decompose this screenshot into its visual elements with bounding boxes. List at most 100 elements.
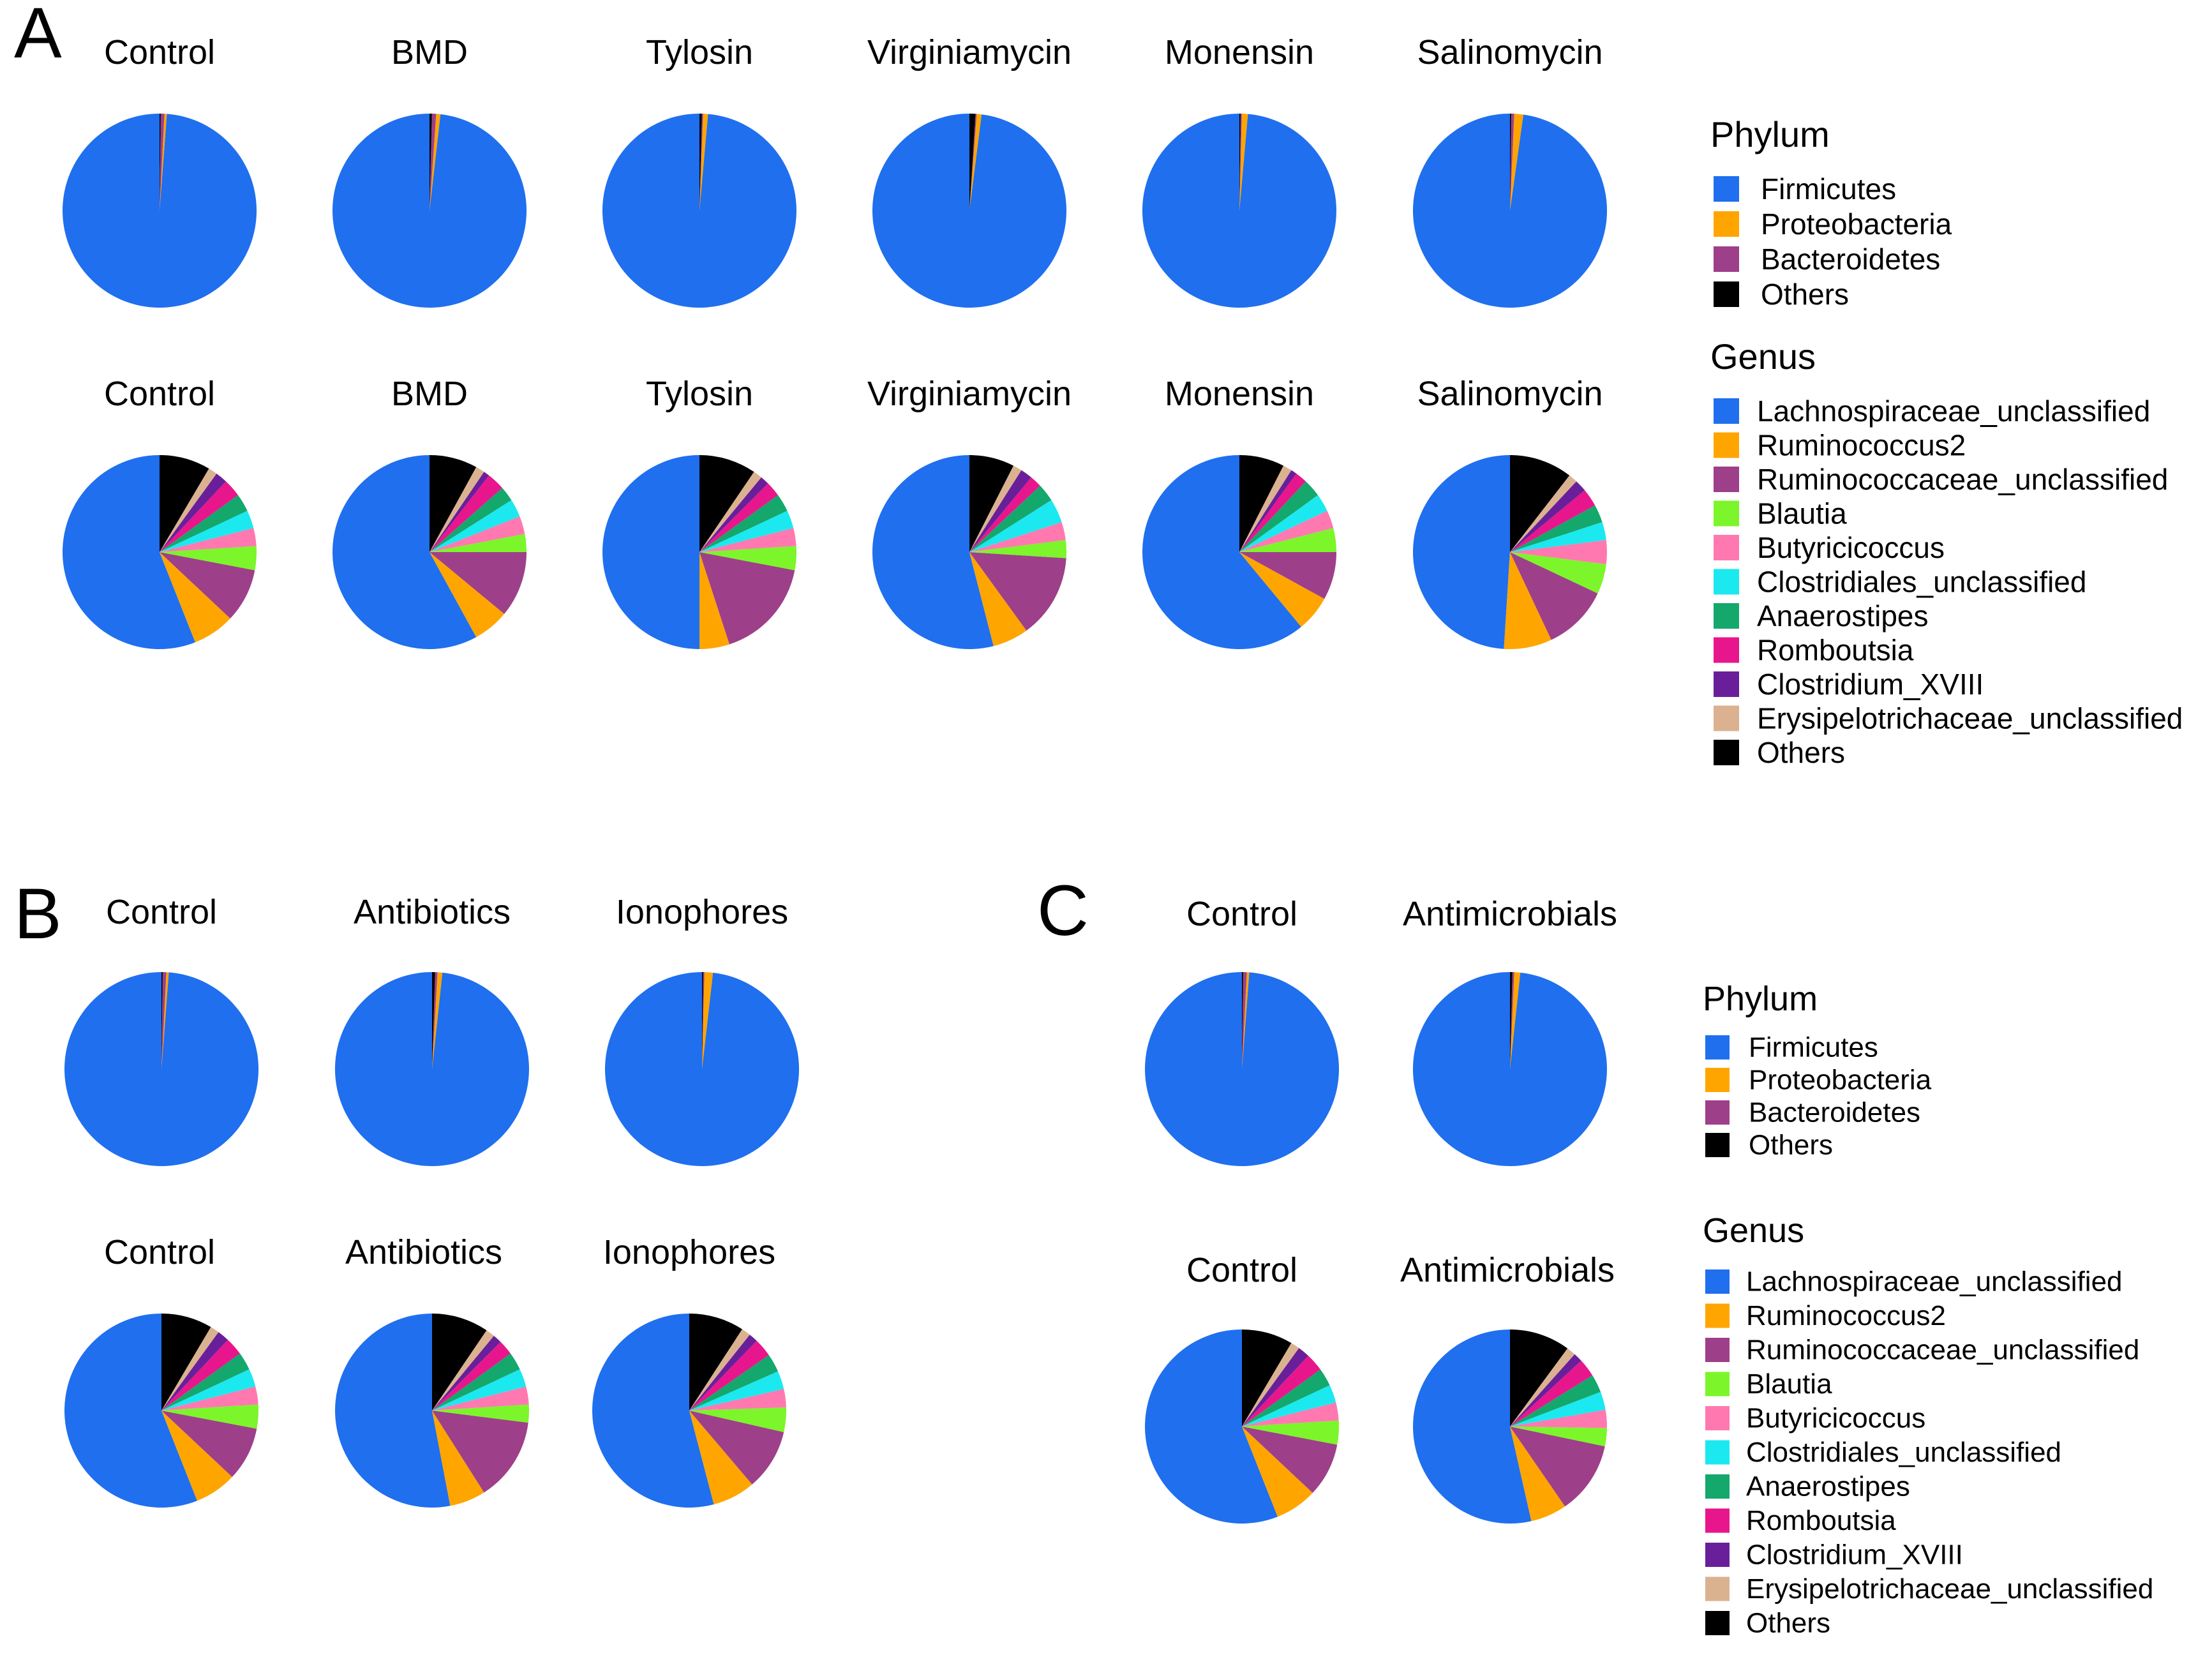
pie-slice-ruminococcus2	[689, 1411, 752, 1505]
pie-title: Antimicrobials	[1403, 895, 1617, 933]
pie-slice-firmicutes	[1142, 114, 1336, 308]
pie-slice-ruminococcaceae-unclassified	[1510, 1427, 1605, 1507]
legend-a-phylum-key-proteobacteria	[1714, 211, 1739, 237]
legend-c-phylum-key-proteobacteria	[1705, 1068, 1730, 1092]
pie-slice-others	[1510, 113, 1511, 211]
pie-slice-clostridium-xviii	[699, 477, 768, 552]
pie-c-genus-control: Control	[1145, 1251, 1340, 1524]
legend-c-genus-key-lachnospiraceae-unclassified	[1705, 1269, 1730, 1294]
pie-slice-anaerostipes	[699, 495, 788, 552]
pie-slice-erysipelotrichaceae-unclassified	[161, 1327, 219, 1411]
pie-a-genus-virginiamycin: Virginiamycin	[867, 375, 1072, 650]
legend-a-phylum-label-bacteroidetes: Bacteroidetes	[1761, 243, 1940, 276]
legend-a-genus-key-erysipelotrichaceae-unclassified	[1714, 705, 1739, 731]
pie-slice-butyricicoccus	[1510, 1409, 1607, 1428]
pie-b-phylum-control: Control	[64, 893, 259, 1167]
pie-slice-firmicutes	[63, 114, 257, 308]
pie-a-phylum-bmd: BMD	[333, 33, 527, 308]
pie-slice-blautia	[1510, 552, 1606, 594]
panel-letter-a: A	[14, 0, 62, 73]
pie-slice-romboutsia	[1510, 490, 1595, 552]
pie-slice-erysipelotrichaceae-unclassified	[1510, 1348, 1575, 1427]
pie-slice-others	[702, 971, 703, 1069]
pie-slice-butyricicoccus	[689, 1389, 786, 1411]
pie-slice-butyricicoccus	[161, 1386, 258, 1411]
legend-c-phylum-label-proteobacteria: Proteobacteria	[1749, 1065, 1932, 1096]
legend-a-genus-key-clostridium-xviii	[1714, 671, 1739, 697]
legend-c-genus-label-romboutsia: Romboutsia	[1746, 1505, 1896, 1536]
pie-slice-clostridiales-unclassified	[689, 1371, 784, 1411]
pie-slice-clostridiales-unclassified	[161, 1369, 256, 1411]
pie-b-genus-ionophores: Ionophores	[592, 1233, 786, 1508]
pie-title: Antibiotics	[354, 893, 511, 931]
pie-slice-anaerostipes	[432, 1353, 520, 1411]
pie-title: Monensin	[1165, 33, 1314, 71]
pie-slice-butyricicoccus	[432, 1386, 529, 1411]
pie-slice-clostridium-xviii	[1510, 1354, 1581, 1427]
pie-slice-others	[160, 113, 161, 211]
pie-slice-romboutsia	[1510, 1360, 1593, 1427]
legend-a-genus-key-lachnospiraceae-unclassified	[1714, 398, 1739, 424]
pie-slice-others	[432, 1314, 487, 1411]
legend-c-genus-items: Lachnospiraceae_unclassifiedRuminococcus…	[1705, 1266, 2153, 1639]
pie-slice-others	[1510, 972, 1513, 1069]
legend-a-genus-label-romboutsia: Romboutsia	[1757, 634, 1914, 667]
legend-c-genus-label-ruminococcus2: Ruminococcus2	[1746, 1300, 1946, 1331]
legend-c-genus-key-ruminococcaceae-unclassified	[1705, 1338, 1730, 1362]
legend-a-genus-key-clostridiales-unclassified	[1714, 569, 1739, 595]
pie-slice-bacteroidetes	[161, 972, 167, 1069]
pie-slice-ruminococcus2	[432, 1411, 484, 1506]
pie-slice-proteobacteria	[430, 114, 441, 211]
pie-title: Control	[104, 33, 215, 71]
pie-slice-proteobacteria	[702, 972, 714, 1069]
pie-c-genus-antimicrobials: Antimicrobials	[1400, 1251, 1615, 1524]
pie-slice-anaerostipes	[1510, 1375, 1601, 1427]
pie-slice-erysipelotrichaceae-unclassified	[689, 1329, 750, 1411]
panel-letter-b: B	[14, 874, 62, 954]
pie-slice-firmicutes	[64, 972, 259, 1167]
pie-b-phylum-antibiotics: Antibiotics	[334, 893, 529, 1166]
pie-slice-others	[430, 114, 432, 211]
legend-a-genus-label-lachnospiraceae-unclassified: Lachnospiraceae_unclassified	[1757, 394, 2150, 428]
pie-slice-clostridiales-unclassified	[969, 500, 1062, 552]
pie-a-genus-control: Control	[63, 375, 257, 650]
legend-a-phylum-label-proteobacteria: Proteobacteria	[1761, 207, 1952, 241]
pie-slice-ruminococcaceae-unclassified	[699, 552, 795, 645]
legend-c-genus-key-butyricicoccus	[1705, 1406, 1730, 1430]
pie-title: Antimicrobials	[1400, 1251, 1615, 1289]
pie-slice-bacteroidetes	[1239, 114, 1242, 211]
pie-slice-romboutsia	[1239, 474, 1306, 552]
pie-slice-firmicutes	[1412, 114, 1607, 308]
legend-a-genus-label-others: Others	[1757, 736, 1845, 769]
pie-a-genus-monensin: Monensin	[1142, 375, 1336, 649]
pie-slice-ruminococcaceae-unclassified	[689, 1411, 784, 1485]
legend-a-phylum-items: FirmicutesProteobacteriaBacteroidetesOth…	[1714, 172, 1952, 311]
pie-slice-lachnospiraceae-unclassified	[592, 1314, 714, 1508]
pie-slice-ruminococcaceae-unclassified	[1239, 552, 1336, 599]
pie-slice-others	[969, 114, 976, 211]
pie-slice-proteobacteria	[699, 114, 708, 211]
pie-slice-blautia	[1510, 1427, 1607, 1447]
pie-title: Control	[104, 1233, 215, 1271]
pie-slice-anaerostipes	[689, 1355, 778, 1411]
pie-slice-anaerostipes	[161, 1353, 250, 1411]
legend-c-genus-label-clostridium-xviii: Clostridium_XVIII	[1746, 1539, 1963, 1571]
pie-slice-ruminococcus2	[161, 1411, 232, 1501]
pie-slice-ruminococcus2	[969, 552, 1027, 647]
legend-panel-a: Phylum FirmicutesProteobacteriaBacteroid…	[1710, 114, 2183, 769]
pie-slice-proteobacteria	[432, 972, 443, 1069]
pie-slice-anaerostipes	[1510, 505, 1603, 552]
pie-slice-proteobacteria	[1242, 972, 1250, 1069]
pie-slice-others	[430, 455, 477, 552]
pie-slice-clostridium-xviii	[969, 470, 1031, 552]
legend-c-genus-key-ruminococcus2	[1705, 1303, 1730, 1328]
pie-slice-blautia	[699, 546, 797, 571]
pie-charts: Control BMD Tylosin Virginiamycin Monensin Sa…	[63, 33, 1617, 1524]
pie-slice-erysipelotrichaceae-unclassified	[1239, 465, 1292, 552]
pie-a-phylum-monensin: Monensin	[1142, 33, 1336, 308]
pie-slice-butyricicoccus	[1510, 539, 1607, 565]
pie-slice-firmicutes	[605, 972, 800, 1167]
pie-slice-blautia	[432, 1404, 529, 1423]
legend-a-genus-label-blautia: Blautia	[1757, 497, 1847, 530]
pie-slice-others	[160, 455, 209, 552]
